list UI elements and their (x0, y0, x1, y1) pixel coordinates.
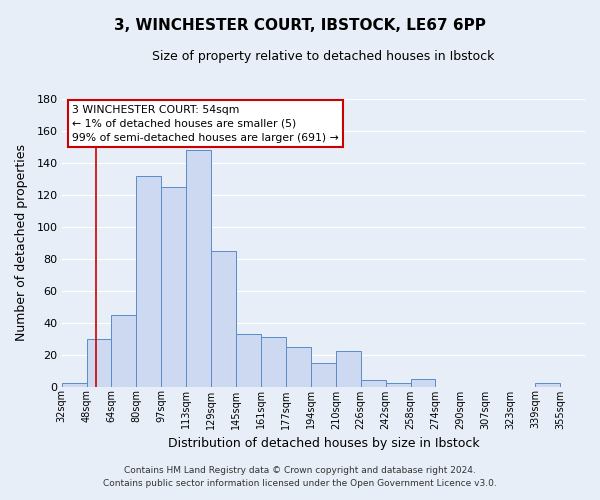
Text: 3 WINCHESTER COURT: 54sqm
← 1% of detached houses are smaller (5)
99% of semi-de: 3 WINCHESTER COURT: 54sqm ← 1% of detach… (72, 104, 339, 142)
Bar (336, 352, 361, 386)
Bar (386, 384, 410, 386)
Bar (186, 150, 211, 386)
Bar (535, 384, 560, 386)
Bar (161, 187, 186, 386)
Bar (261, 337, 286, 386)
Text: 3, WINCHESTER COURT, IBSTOCK, LE67 6PP: 3, WINCHESTER COURT, IBSTOCK, LE67 6PP (114, 18, 486, 32)
Bar (112, 314, 136, 386)
Bar (361, 380, 386, 386)
Bar (211, 250, 236, 386)
Bar (136, 176, 161, 386)
X-axis label: Distribution of detached houses by size in Ibstock: Distribution of detached houses by size … (167, 437, 479, 450)
Text: Contains HM Land Registry data © Crown copyright and database right 2024.
Contai: Contains HM Land Registry data © Crown c… (103, 466, 497, 487)
Y-axis label: Number of detached properties: Number of detached properties (15, 144, 28, 341)
Bar (286, 346, 311, 387)
Bar (410, 378, 436, 386)
Title: Size of property relative to detached houses in Ibstock: Size of property relative to detached ho… (152, 50, 494, 63)
Bar (311, 362, 336, 386)
Bar (86, 338, 112, 386)
Bar (62, 384, 86, 386)
Bar (236, 334, 261, 386)
